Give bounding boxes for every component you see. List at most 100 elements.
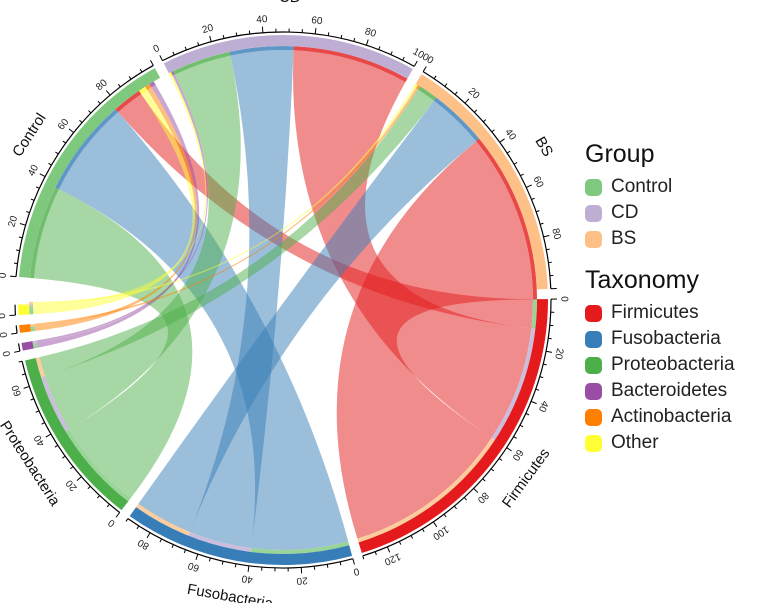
tick-proteobacteria-5 [106, 503, 110, 508]
legend-swatch-bs [585, 230, 602, 248]
tick-label-cd-40: 40 [256, 14, 268, 26]
tick-label-control-40: 40 [26, 163, 41, 178]
tick-proteobacteria-45 [41, 422, 45, 425]
tick-proteobacteria-65 [21, 373, 26, 376]
sector-cd [163, 34, 413, 79]
tick-firmicutes-125 [374, 551, 377, 556]
legend-swatch-other [585, 434, 602, 452]
legend-item-control: Control [585, 174, 760, 200]
tick-label-bs-80: 80 [549, 227, 562, 241]
tick-control-0 [9, 275, 17, 278]
tick-fusobacteria-65 [183, 549, 186, 554]
tick-cd-10 [184, 46, 187, 51]
tick-cd-20 [209, 35, 212, 42]
axis-proteobacteria [21, 361, 121, 513]
tick-control-75 [97, 100, 101, 105]
tick-bs-75 [539, 222, 544, 225]
tick-label-firmicutes-0: 0 [558, 296, 569, 302]
tick-firmicutes-55 [513, 436, 517, 439]
tick-bs-20 [464, 98, 470, 104]
legend-swatch-fusobacteria [585, 330, 602, 348]
tick-label-fusobacteria-60: 60 [186, 559, 200, 573]
track-actinobacteria-control [30, 326, 35, 332]
tick-label-control-80: 80 [94, 77, 110, 93]
tick-proteobacteria-25 [70, 466, 74, 470]
legend-item-proteobacteria: Proteobacteria [585, 352, 760, 378]
tick-control-80 [105, 90, 111, 96]
tick-cd-0 [159, 55, 163, 61]
tick-firmicutes-50 [519, 424, 524, 428]
tick-control-35 [35, 186, 40, 189]
axis-firmicutes [362, 299, 552, 557]
track-control-other [138, 86, 148, 95]
axis-fusobacteria [127, 518, 354, 569]
tick-proteobacteria-0 [115, 512, 121, 518]
track-bs-proteobacteria [417, 86, 437, 101]
tick-bs-40 [499, 138, 505, 143]
ribbon-control-fusobacteria [58, 112, 349, 550]
tick-firmicutes-25 [543, 363, 547, 366]
tick-bs-85 [546, 248, 550, 251]
tick-cd-25 [222, 35, 225, 39]
tick-label-actinobacteria-0: 0 [0, 331, 10, 338]
tick-bs-65 [531, 197, 535, 200]
tick-proteobacteria-55 [30, 398, 35, 401]
tick-cd-65 [327, 32, 330, 36]
tick-label-other-0: 0 [0, 312, 8, 319]
tick-firmicutes-75 [482, 478, 486, 482]
legend-item-fusobacteria: Fusobacteria [585, 326, 760, 352]
tick-fusobacteria-60 [195, 553, 199, 560]
tick-firmicutes-70 [490, 468, 495, 472]
legend-label-bs: BS [611, 228, 637, 249]
tick-fusobacteria-10 [326, 564, 329, 568]
tick-firmicutes-90 [453, 505, 457, 510]
tick-label-firmicutes-100: 100 [430, 523, 450, 542]
tick-cd-100 [413, 60, 418, 67]
tick-actinobacteria-0 [11, 332, 18, 335]
group-legend-title: Group [585, 140, 655, 168]
tick-label-control-20: 20 [6, 214, 20, 228]
tick-proteobacteria-15 [87, 485, 91, 490]
tick-proteobacteria-50 [35, 410, 40, 413]
tick-control-10 [16, 249, 20, 252]
ribbon-control-firmicutes [118, 94, 534, 329]
tick-bs-30 [482, 119, 487, 123]
tick-fusobacteria-5 [339, 561, 342, 566]
tick-fusobacteria-75 [159, 538, 163, 543]
tick-label-proteobacteria-60: 60 [10, 383, 24, 397]
legend-item-other: Other [585, 430, 760, 456]
legend-item-bs: BS [585, 226, 760, 252]
tick-bs-50 [513, 162, 518, 165]
tick-fusobacteria-70 [171, 544, 174, 548]
track-fusobacteria-control [250, 541, 350, 554]
legend-label-control: Control [611, 176, 673, 197]
track-fusobacteria-cd [188, 531, 252, 552]
tick-firmicutes-95 [443, 513, 447, 518]
tick-proteobacteria-70 [18, 360, 23, 363]
tick-firmicutes-45 [525, 412, 530, 416]
legend-swatch-actinobacteria [585, 408, 602, 426]
tick-bs-0 [422, 66, 427, 72]
track-actinobacteria-bs [30, 323, 35, 327]
tick-label-control-0: 0 [0, 272, 9, 279]
legend-label-actinobacteria: Actinobacteria [611, 406, 732, 427]
legend-label-proteobacteria: Proteobacteria [611, 354, 735, 375]
tick-control-15 [18, 236, 23, 239]
axis-bacteroidetes [17, 343, 21, 352]
legend-swatch-control [585, 178, 602, 196]
tick-firmicutes-65 [498, 458, 503, 461]
track-firmicutes-control [531, 299, 537, 329]
tick-bs-70 [535, 210, 540, 213]
ribbon-bs-proteobacteria [39, 89, 434, 376]
tick-label-firmicutes-60: 60 [509, 447, 525, 463]
tick-control-100 [150, 59, 154, 66]
sector-actinobacteria [19, 324, 31, 333]
track-cd-fusobacteria [229, 46, 294, 56]
tick-firmicutes-100 [432, 521, 438, 528]
tick-proteobacteria-30 [62, 455, 66, 459]
track-bacteroidetes-cd [32, 340, 37, 344]
tick-proteobacteria-60 [23, 385, 30, 389]
ribbon-cd-proteobacteria [44, 55, 241, 430]
sector-bacteroidetes [21, 341, 34, 351]
tick-label-proteobacteria-0: 0 [106, 516, 117, 528]
